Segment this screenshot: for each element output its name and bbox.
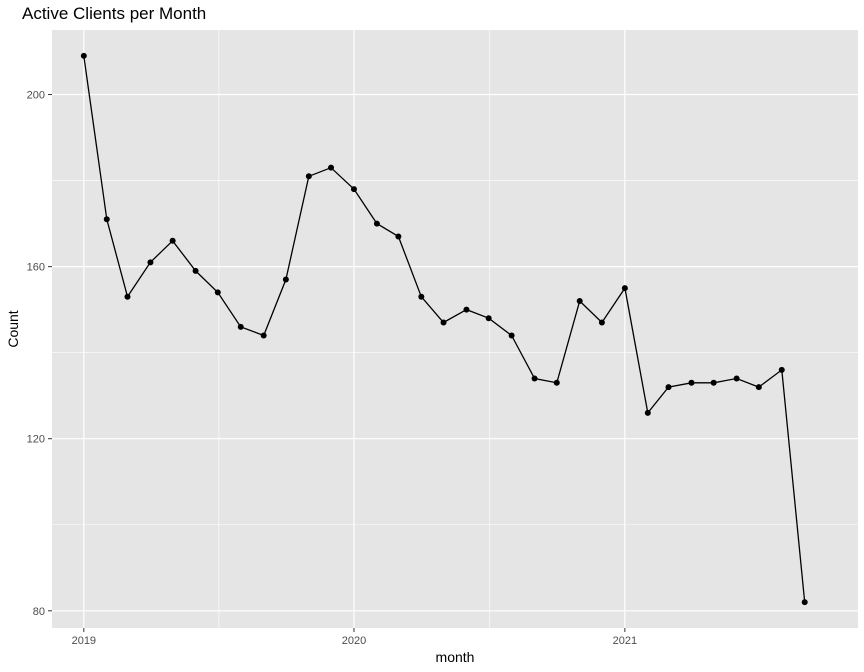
data-point: [282, 276, 289, 283]
data-point: [124, 293, 131, 300]
data-point: [192, 267, 199, 274]
data-point: [688, 379, 695, 386]
data-point: [778, 366, 785, 373]
data-point: [621, 285, 628, 292]
data-point: [463, 306, 470, 313]
data-point: [169, 237, 176, 244]
x-tick-label: 2021: [613, 635, 637, 647]
data-point: [328, 164, 335, 171]
data-point: [373, 220, 380, 227]
y-axis-title: Count: [5, 310, 21, 347]
plot-panel: [52, 30, 858, 628]
data-point: [485, 315, 492, 322]
data-point: [418, 293, 425, 300]
data-point: [665, 384, 672, 391]
y-tick-label: 160: [27, 262, 45, 274]
data-point: [305, 173, 312, 180]
data-point: [644, 409, 651, 416]
data-point: [440, 319, 447, 326]
data-point: [598, 319, 605, 326]
data-point: [801, 599, 808, 606]
y-tick-label: 120: [27, 434, 45, 446]
data-point: [553, 379, 560, 386]
data-point: [733, 375, 740, 382]
data-point: [755, 384, 762, 391]
data-point: [147, 259, 154, 266]
data-point: [260, 332, 267, 339]
y-tick-label: 80: [33, 606, 45, 618]
data-point: [395, 233, 402, 240]
data-point: [214, 289, 221, 296]
y-tick-label: 200: [27, 90, 45, 102]
data-point: [710, 379, 717, 386]
x-tick-label: 2019: [72, 635, 96, 647]
data-point: [576, 298, 583, 305]
data-point: [508, 332, 515, 339]
data-point: [237, 323, 244, 330]
data-point: [531, 375, 538, 382]
chart-title: Active Clients per Month: [22, 4, 207, 23]
x-tick-label: 2020: [342, 635, 366, 647]
data-point: [350, 186, 357, 193]
data-point: [103, 216, 110, 223]
data-point: [80, 52, 87, 59]
x-axis-title: month: [436, 649, 475, 665]
